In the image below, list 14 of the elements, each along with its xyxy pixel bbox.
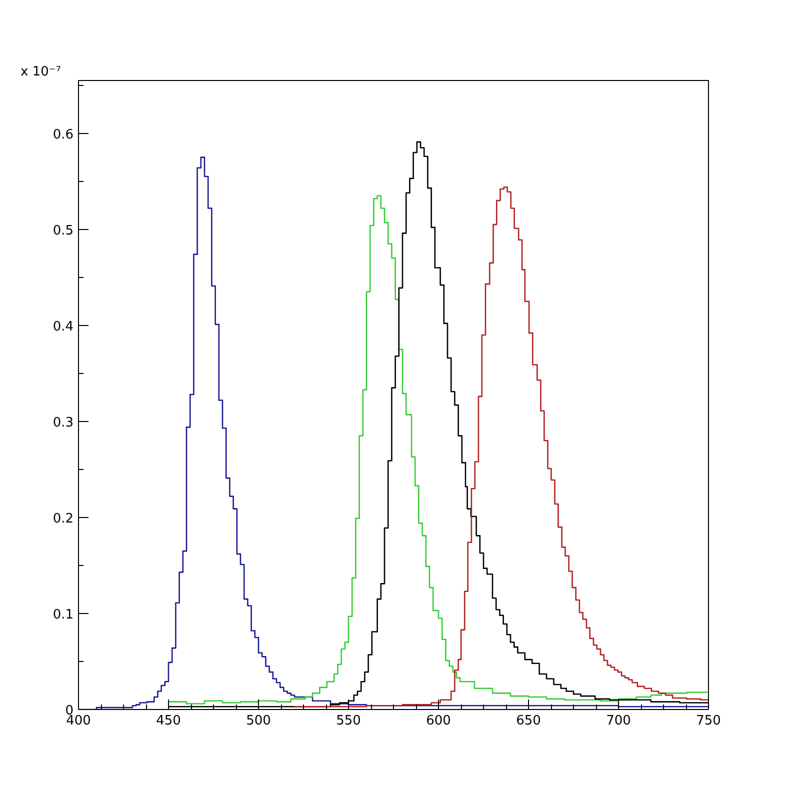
x-tick-label: 600 <box>426 714 451 728</box>
y-tick-label: 0.5 <box>52 223 74 238</box>
x-tick-label: 450 <box>156 714 181 728</box>
y-tick-label: 0.6 <box>52 127 74 142</box>
text: x 10⁻⁷ <box>20 64 61 80</box>
y-tick-label: 0.1 <box>52 607 74 622</box>
x-tick-label: 500 <box>246 714 271 728</box>
x-tick-label: 700 <box>606 714 631 728</box>
y-tick-label: 0.2 <box>52 511 74 526</box>
x-tick-label: 750 <box>696 714 721 728</box>
x-tick-label: 650 <box>516 714 541 728</box>
y-tick-label: 0.3 <box>52 415 74 430</box>
y-tick-label: 0.4 <box>52 319 74 334</box>
x-tick-label: 550 <box>336 714 361 728</box>
